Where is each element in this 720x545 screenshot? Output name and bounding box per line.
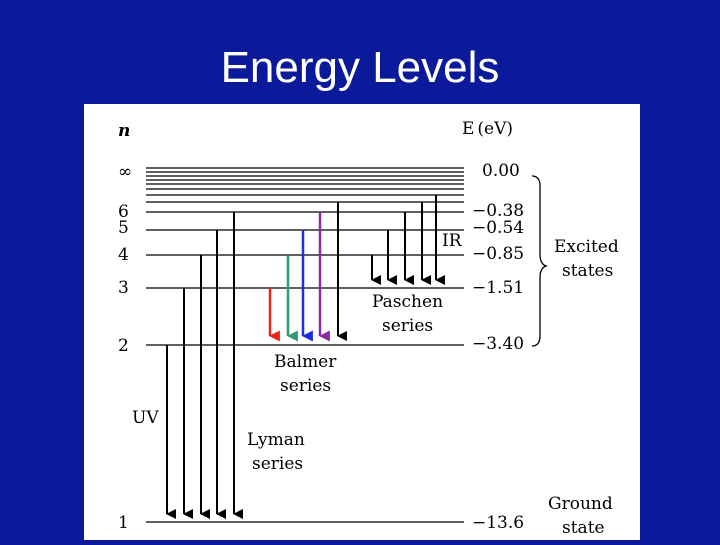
excited-label-2: states (562, 261, 613, 281)
uv-label: UV (132, 408, 159, 428)
energy-label: −3.40 (472, 334, 524, 354)
energy-label: −0.85 (472, 244, 524, 264)
n-label: 1 (118, 513, 129, 533)
paschen-label-2: series (382, 316, 433, 336)
n-label: 4 (118, 245, 129, 265)
lyman-arrows (166, 212, 243, 519)
n-label: 6 (118, 202, 129, 222)
excited-states-brace (531, 175, 549, 347)
energy-level-diagram: n E (eV) ∞ 6 5 4 3 2 1 0.00 −0.38 (84, 104, 640, 540)
n-label: ∞ (118, 162, 132, 182)
energy-level-lines (146, 167, 464, 523)
lyman-label-2: series (252, 454, 303, 474)
paschen-label: Paschen (372, 292, 443, 312)
n-header: n (118, 121, 130, 141)
energy-header: E (eV) (462, 119, 513, 139)
ir-label: IR (442, 231, 463, 251)
balmer-label: Balmer (274, 352, 337, 372)
n-label: 5 (118, 218, 129, 238)
slide-title: Energy Levels (220, 43, 500, 92)
excited-label: Excited (554, 237, 619, 257)
n-label: 3 (118, 278, 129, 298)
lyman-label: Lyman (247, 430, 305, 450)
energy-label: −0.54 (472, 218, 524, 238)
energy-label: 0.00 (482, 161, 520, 181)
energy-label: −1.51 (472, 278, 524, 298)
balmer-arrows (268, 202, 347, 342)
energy-label: −13.6 (472, 513, 524, 533)
ground-label-2: state (562, 518, 605, 538)
n-label: 2 (118, 336, 129, 356)
balmer-label-2: series (280, 376, 331, 396)
ground-label: Ground (548, 494, 613, 514)
energy-label: −0.38 (472, 201, 524, 221)
paschen-arrows (371, 195, 445, 285)
